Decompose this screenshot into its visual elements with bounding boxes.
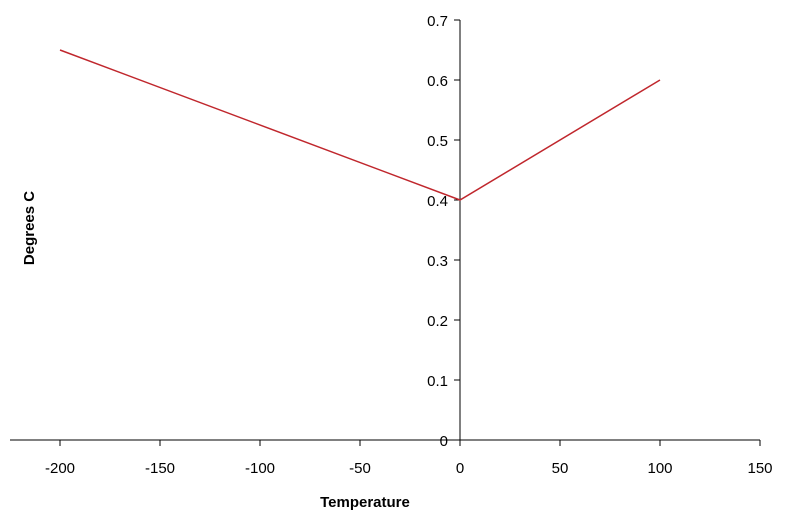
axes-layer: -200 -150 -100 -50 0 50 100 150 0 0.1 0.2 0.3 0.4 0.5…	[10, 13, 773, 477]
y-axis-title: Degrees C	[21, 191, 38, 265]
y-tick-label: 0.6	[427, 73, 448, 90]
y-tick-label: 0.2	[427, 313, 448, 330]
y-tick-label: 0.7	[427, 13, 448, 30]
y-tick-label: 0.4	[427, 193, 448, 210]
x-tick-label: 150	[747, 460, 772, 477]
labels-layer: Temperature Degrees C	[21, 191, 410, 511]
x-tick-label: -100	[245, 460, 275, 477]
x-tick-label: 50	[552, 460, 569, 477]
x-tick-label: -150	[145, 460, 175, 477]
y-tick-label: 0	[440, 433, 448, 450]
y-tick-label: 0.5	[427, 133, 448, 150]
x-tick-label: -50	[349, 460, 371, 477]
x-axis-title: Temperature	[320, 494, 410, 511]
x-tick-label: 0	[456, 460, 464, 477]
x-tick-label: 100	[647, 460, 672, 477]
x-tick-label: -200	[45, 460, 75, 477]
y-tick-label: 0.1	[427, 373, 448, 390]
series-line	[59, 49, 661, 201]
y-tick-label: 0.3	[427, 253, 448, 270]
series-layer	[59, 49, 661, 201]
